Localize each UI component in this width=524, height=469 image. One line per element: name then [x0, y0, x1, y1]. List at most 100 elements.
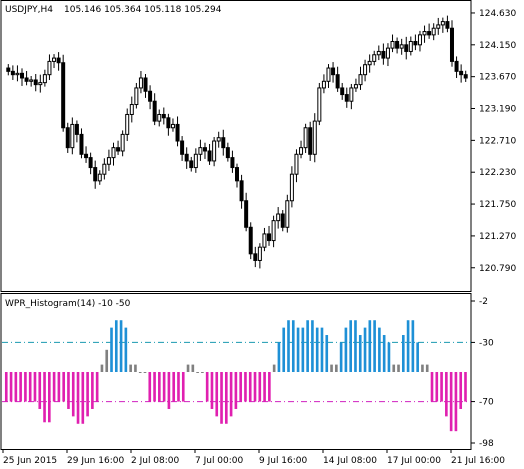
- candle: [52, 54, 57, 69]
- candle-body: [303, 127, 308, 149]
- candle-body: [148, 90, 153, 102]
- histogram-bar: [153, 372, 156, 402]
- candle: [111, 142, 116, 166]
- candle: [244, 192, 249, 232]
- candle-body: [138, 77, 143, 89]
- histogram-bar: [196, 372, 199, 373]
- candle: [20, 68, 25, 86]
- candle-body: [42, 74, 47, 84]
- histogram-bar: [454, 372, 458, 432]
- histogram-bar: [363, 327, 367, 372]
- candle-body: [216, 137, 221, 142]
- ohlc-readout: 105.146 105.364 105.118 105.294: [64, 5, 222, 15]
- candle-body: [376, 50, 381, 56]
- candle-body: [212, 140, 217, 162]
- candle: [276, 207, 281, 229]
- candle: [56, 52, 61, 71]
- histogram-bar: [177, 372, 180, 402]
- histogram-bar: [215, 372, 219, 417]
- histogram-bar: [440, 372, 443, 402]
- candle-body: [175, 123, 180, 142]
- candle-body: [52, 57, 57, 62]
- candle-body: [47, 60, 52, 76]
- histogram-bar: [71, 372, 75, 417]
- candle: [161, 107, 166, 125]
- candle: [431, 23, 436, 41]
- candle: [331, 62, 336, 83]
- histogram-bar: [464, 372, 467, 402]
- candle: [417, 30, 422, 52]
- indicator-frame[interactable]: [0, 293, 472, 450]
- time-label: 21 Jul 16:00: [451, 456, 505, 466]
- candle: [289, 166, 294, 208]
- candle-body: [61, 62, 66, 129]
- candle: [395, 37, 400, 54]
- candle: [344, 87, 349, 108]
- histogram-bar: [220, 372, 223, 424]
- histogram-bar: [387, 342, 391, 372]
- indicator-level-label: -2: [479, 297, 488, 307]
- histogram-bar: [330, 364, 333, 372]
- candle-body: [180, 140, 185, 155]
- histogram-bar: [110, 327, 113, 372]
- candle-body: [358, 74, 363, 86]
- candle-body: [317, 87, 322, 122]
- price-label: 121.270: [479, 232, 516, 242]
- candle: [6, 64, 11, 76]
- candle: [267, 225, 272, 246]
- histogram-bar: [229, 372, 233, 417]
- candle: [280, 210, 285, 232]
- candle: [84, 146, 89, 163]
- histogram-bar: [378, 327, 381, 372]
- candle-body: [294, 153, 299, 175]
- histogram-bar: [119, 320, 123, 372]
- histogram-bar: [167, 372, 171, 409]
- candle-body: [253, 253, 258, 261]
- candle-body: [129, 104, 134, 115]
- candle-body: [312, 120, 317, 155]
- candle: [125, 108, 130, 142]
- candle: [10, 65, 15, 80]
- histogram-bar: [397, 364, 400, 372]
- candle: [33, 74, 38, 92]
- candle: [106, 149, 111, 171]
- histogram-bar: [210, 372, 214, 409]
- price-label: 122.230: [479, 168, 516, 178]
- histogram-bar: [282, 327, 286, 372]
- candle: [74, 120, 79, 143]
- candle: [445, 15, 450, 33]
- histogram-bar: [158, 372, 161, 402]
- histogram-bar: [81, 372, 85, 424]
- time-label: 25 Jun 2015: [3, 456, 57, 466]
- candle: [353, 78, 358, 92]
- candle-body: [289, 173, 294, 202]
- histogram-bar: [459, 372, 463, 409]
- candle: [116, 140, 121, 155]
- candle-body: [331, 67, 336, 76]
- candle-body: [459, 70, 464, 76]
- candle: [390, 34, 395, 53]
- price-label: 123.670: [479, 73, 516, 83]
- histogram-bar: [401, 335, 405, 372]
- candle: [70, 117, 75, 155]
- candle-body: [70, 123, 75, 149]
- histogram-bar: [325, 335, 329, 372]
- candle: [299, 140, 304, 159]
- histogram-bar: [95, 372, 99, 402]
- candle: [363, 59, 368, 82]
- candle-body: [207, 150, 212, 162]
- candle-body: [24, 77, 29, 82]
- candle: [202, 142, 207, 159]
- candle-body: [38, 82, 43, 86]
- candle: [29, 75, 34, 87]
- candle: [97, 170, 102, 185]
- histogram-bar: [263, 372, 266, 402]
- candle-body: [321, 80, 326, 89]
- candle: [349, 83, 354, 110]
- candle-body: [308, 127, 313, 155]
- candle: [24, 71, 29, 86]
- candle: [102, 158, 107, 180]
- candle-body: [390, 40, 395, 49]
- candle: [175, 116, 180, 147]
